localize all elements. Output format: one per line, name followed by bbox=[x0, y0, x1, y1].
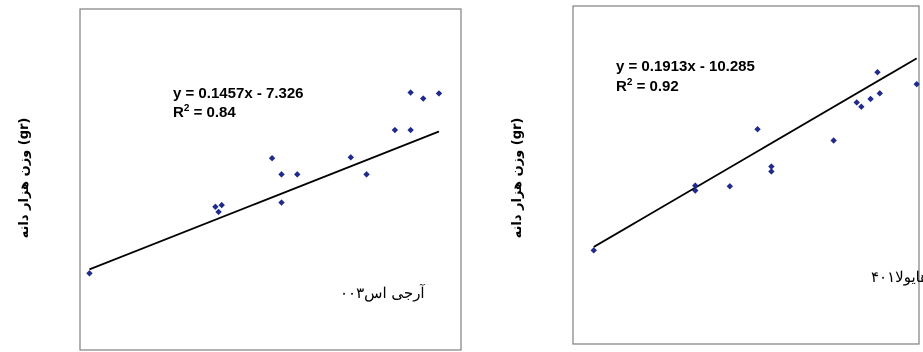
cultivar-label: هایولا۴۰۱ bbox=[871, 268, 923, 286]
data-point bbox=[86, 270, 93, 277]
data-point bbox=[768, 168, 775, 175]
data-point bbox=[212, 203, 219, 210]
plot-area-border bbox=[79, 8, 462, 351]
y-axis-label: وزن هزار دانه (gr) bbox=[17, 118, 32, 239]
data-point bbox=[347, 154, 354, 161]
data-point bbox=[692, 182, 699, 189]
data-point bbox=[876, 90, 883, 97]
data-points bbox=[590, 68, 920, 254]
data-point bbox=[218, 201, 225, 209]
data-point bbox=[435, 90, 443, 97]
r-squared-text: R2 = 0.92 bbox=[616, 77, 679, 95]
trendline bbox=[89, 130, 440, 271]
r-squared-text: R2 = 0.84 bbox=[173, 103, 236, 121]
data-point bbox=[913, 80, 920, 88]
y-axis-label: وزن هزار دانه (gr) bbox=[510, 118, 525, 239]
data-point bbox=[391, 126, 399, 134]
data-point bbox=[726, 183, 734, 190]
data-point bbox=[590, 247, 597, 254]
data-point bbox=[768, 163, 775, 170]
data-point bbox=[363, 171, 370, 178]
equation-text: y = 0.1913x - 10.285 bbox=[616, 58, 755, 75]
data-points bbox=[86, 89, 443, 277]
plot-area-border bbox=[572, 5, 920, 345]
data-point bbox=[874, 68, 881, 76]
data-point bbox=[215, 208, 222, 216]
data-point bbox=[268, 154, 276, 162]
regression-equation: y = 0.1457x - 7.326 R2 = 0.84 bbox=[173, 85, 304, 121]
chart-panel-argis003: وزن هزار دانه (gr) y = 0.1457x - 7.326 R… bbox=[17, 8, 462, 351]
data-point bbox=[853, 99, 860, 106]
data-point bbox=[754, 126, 761, 133]
data-point bbox=[278, 171, 285, 178]
data-point bbox=[420, 95, 427, 102]
data-point bbox=[858, 103, 865, 110]
data-point bbox=[867, 95, 874, 103]
trendline bbox=[593, 57, 918, 248]
data-point bbox=[278, 199, 285, 206]
equation-text: y = 0.1457x - 7.326 bbox=[173, 85, 304, 102]
data-point bbox=[692, 187, 699, 194]
data-point bbox=[407, 126, 414, 134]
regression-equation: y = 0.1913x - 10.285 R2 = 0.92 bbox=[616, 58, 755, 95]
cultivar-label: آرجی اس۰۰۳ bbox=[340, 284, 425, 302]
data-point bbox=[830, 137, 837, 144]
data-point bbox=[407, 89, 414, 96]
data-point bbox=[294, 171, 301, 178]
chart-panel-hyola401: وزن هزار دانه (gr) y = 0.1913x - 10.285 … bbox=[510, 5, 923, 345]
